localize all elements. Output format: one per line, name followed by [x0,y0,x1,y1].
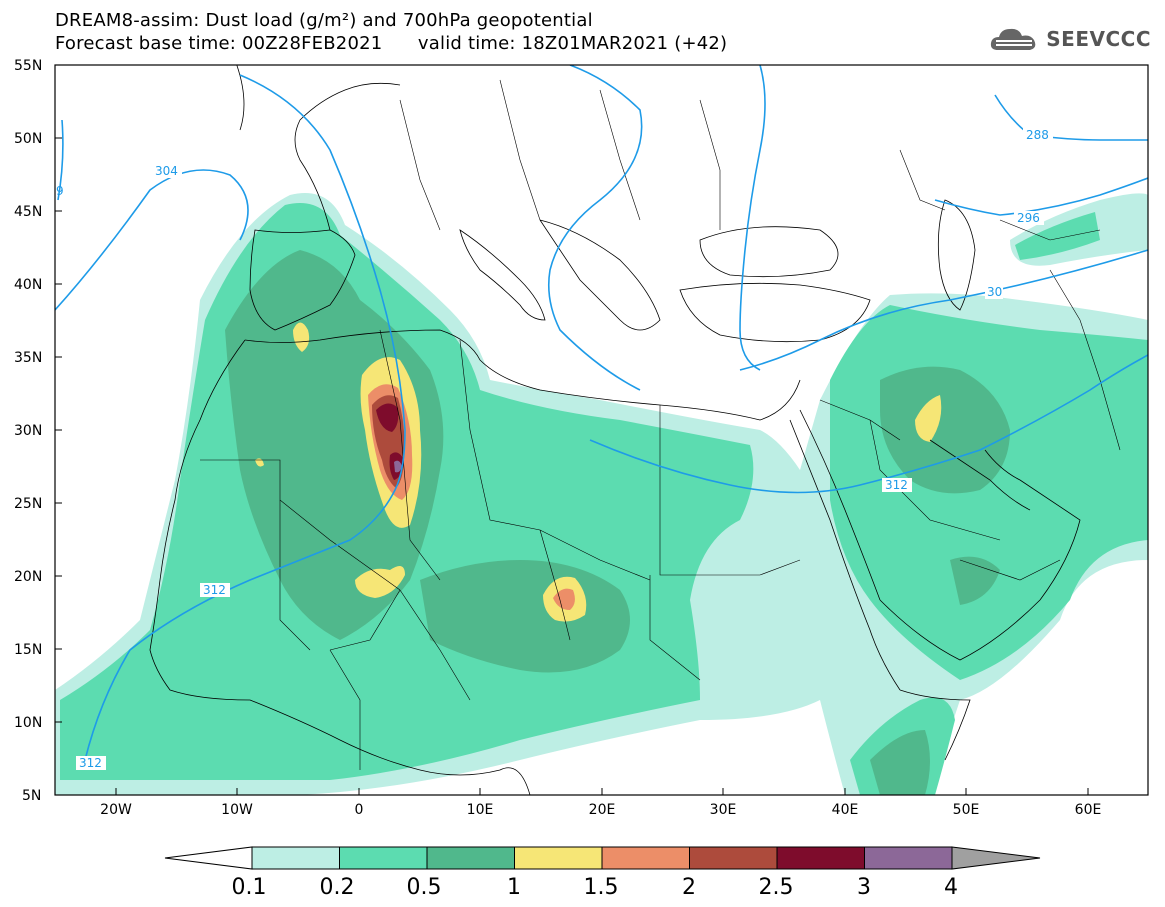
lon-label: 20E [589,802,616,818]
logo-text: SEEVCCC [1046,27,1151,51]
colorbar-label: 1 [507,875,521,900]
colorbar-segment [776,846,865,870]
lon-label: 60E [1075,802,1102,818]
colorbar-segment [339,846,428,870]
map-title: DREAM8-assim: Dust load (g/m²) and 700hP… [55,10,593,31]
dust-layer-3 [394,460,402,473]
colorbar-label: 4 [944,875,958,900]
latitude-labels: 55N 50N 45N 40N 35N 30N 25N 20N 15N 10N … [14,58,42,804]
lat-label: 40N [14,277,42,293]
lon-label: 50E [953,802,980,818]
lon-label: 20W [100,802,132,818]
lon-label: 30E [710,802,737,818]
lat-label: 55N [14,58,42,74]
lat-label: 5N [22,788,41,804]
contour-label: 304 [155,164,178,178]
colorbar-low-arrow [164,846,253,870]
lon-label: 10W [221,802,253,818]
lon-label: 40E [832,802,859,818]
map-plot-area: 304 288 296 30 312 312 312 9 [55,65,1148,795]
axis-ticks [55,64,1089,795]
colorbar-segment [251,846,340,870]
colorbar-segment [426,846,515,870]
lon-label: 10E [467,802,494,818]
lat-label: 20N [14,569,42,585]
geopotential-contours [55,65,1148,761]
colorbar-label: 2 [682,875,696,900]
lat-label: 50N [14,131,42,147]
lon-label: 0 [355,802,364,818]
coastlines [149,65,1081,795]
lat-label: 25N [14,496,42,512]
colorbar-label: 0.1 [232,875,267,900]
forecast-time-subtitle: Forecast base time: 00Z28FEB2021 valid t… [55,33,728,54]
colorbar-high-arrow [951,846,1041,870]
contour-label: 312 [79,756,102,770]
colorbar-label: 0.2 [320,875,355,900]
colorbar-segment [689,846,778,870]
lat-label: 15N [14,642,42,658]
colorbar-label: 1.5 [584,875,619,900]
colorbar-label: 3 [857,875,871,900]
colorbar: 0.1 0.2 0.5 1 1.5 2 2.5 3 4 [164,846,1041,900]
seevccc-logo: SEEVCCC [988,24,1151,54]
contour-label: 296 [1017,211,1040,225]
lat-label: 30N [14,423,42,439]
contour-label: 312 [203,583,226,597]
contour-label: 9 [56,184,64,198]
lat-label: 35N [14,350,42,366]
contour-label: 312 [885,478,908,492]
longitude-labels: 20W 10W 0 10E 20E 30E 40E 50E 60E [100,802,1101,818]
colorbar-label: 2.5 [759,875,794,900]
colorbar-segment [864,846,953,870]
contour-label: 288 [1026,128,1049,142]
lat-label: 45N [14,204,42,220]
country-borders [200,79,1121,770]
colorbar-segment [514,846,603,870]
contour-label: 30 [987,285,1002,299]
lat-label: 10N [14,715,42,731]
cloud-icon [991,28,1036,50]
colorbar-label: 0.5 [407,875,442,900]
colorbar-segment [601,846,690,870]
